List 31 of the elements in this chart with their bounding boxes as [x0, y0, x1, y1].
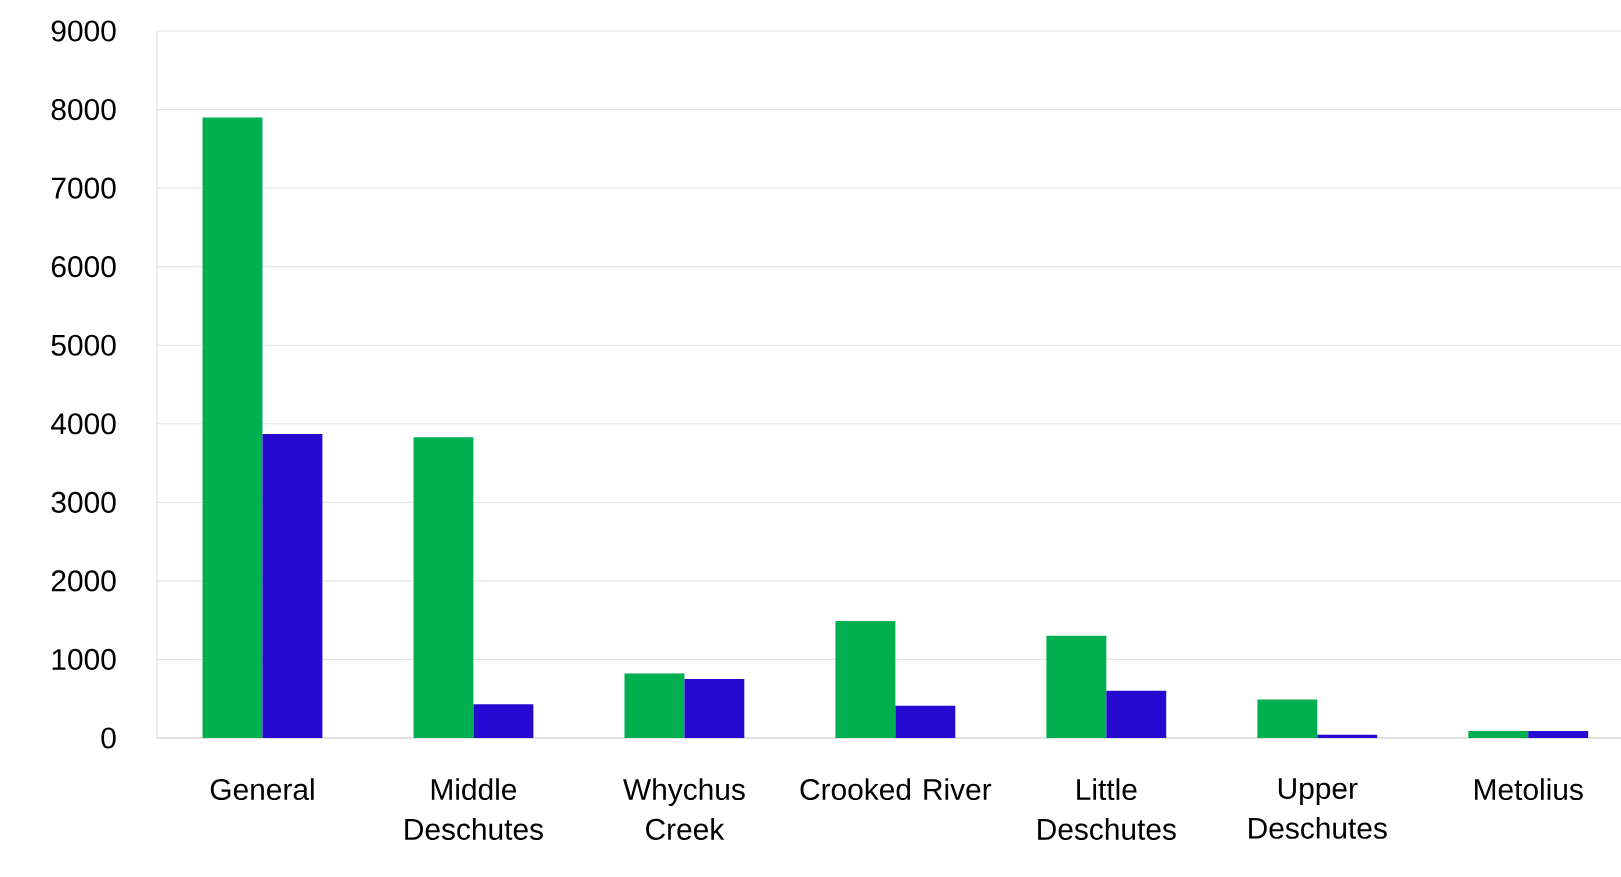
y-tick-label: 1000 — [52, 648, 116, 671]
x-tick-label: Whychus Creek — [623, 778, 745, 840]
x-tick-label: Upper Deschutes — [1249, 778, 1387, 839]
bar — [1317, 734, 1378, 738]
bar — [262, 433, 323, 738]
bar — [1528, 730, 1589, 738]
y-tick-label: 3000 — [51, 491, 116, 513]
bar — [624, 673, 685, 738]
y-tick-label: 2000 — [51, 570, 116, 592]
x-tick-label: Little Deschutes — [1038, 778, 1176, 840]
bar — [684, 679, 745, 738]
y-tick-label: 8000 — [51, 98, 116, 121]
y-tick-label: 4000 — [51, 413, 116, 435]
y-tick-label: 0 — [101, 727, 116, 749]
bar — [413, 437, 474, 738]
y-tick-label: 7000 — [51, 177, 116, 199]
bar — [202, 117, 263, 738]
bar — [1257, 699, 1318, 738]
x-tick-label: Middle Deschutes — [405, 778, 543, 840]
bar — [835, 620, 896, 738]
y-tick-label: 5000 — [51, 334, 116, 356]
y-tick-label: 9000 — [51, 20, 116, 42]
bar — [1046, 635, 1107, 738]
bar — [473, 704, 534, 738]
bar — [1468, 730, 1529, 738]
x-tick-label: General — [210, 778, 314, 801]
x-tick-label: Crooked River — [800, 778, 992, 801]
y-tick-label: 6000 — [51, 256, 116, 278]
bar — [1106, 690, 1167, 738]
bar — [895, 705, 956, 738]
x-tick-label: Metolius — [1475, 778, 1583, 801]
